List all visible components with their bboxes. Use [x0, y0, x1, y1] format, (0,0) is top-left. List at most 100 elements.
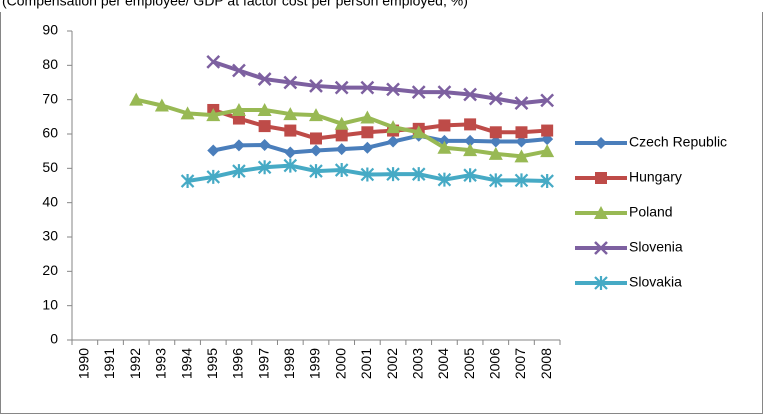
y-tick-label: 10	[42, 296, 58, 312]
x-tick-label: 2001	[358, 348, 374, 379]
top-mask	[0, 0, 764, 12]
x-tick-label: 1997	[255, 348, 271, 379]
marker	[360, 80, 375, 95]
marker	[595, 137, 607, 149]
marker	[411, 167, 426, 182]
y-tick-label: 20	[42, 262, 58, 278]
marker	[310, 132, 322, 145]
marker	[257, 160, 272, 175]
x-tick-label: 2003	[409, 348, 425, 379]
marker	[309, 164, 323, 179]
marker	[437, 172, 452, 187]
x-tick-label: 2000	[332, 348, 348, 379]
marker	[594, 276, 608, 290]
marker	[514, 96, 529, 110]
marker	[361, 141, 374, 154]
marker	[258, 120, 271, 133]
x-tick-label: 1991	[101, 348, 117, 379]
marker	[541, 124, 554, 137]
x-tick-label: 1993	[153, 348, 169, 379]
x-tick-label: 2008	[538, 348, 554, 379]
marker	[232, 164, 246, 179]
legend-item: Czech Republic	[575, 134, 727, 150]
marker	[283, 158, 298, 173]
marker	[411, 125, 426, 139]
legend-item: Slovakia	[575, 274, 682, 290]
x-tick-label: 2004	[435, 348, 451, 379]
legend-label: Slovakia	[629, 274, 682, 290]
marker	[595, 172, 607, 184]
marker	[335, 143, 348, 156]
marker	[232, 139, 245, 152]
marker	[438, 119, 451, 132]
marker	[360, 110, 375, 124]
legend-label: Hungary	[629, 169, 682, 185]
marker	[129, 92, 144, 106]
marker	[283, 75, 298, 90]
marker	[360, 167, 375, 182]
marker	[463, 87, 477, 102]
marker	[386, 167, 400, 182]
marker	[180, 106, 195, 120]
x-tick-label: 2007	[512, 348, 528, 379]
chart-subtitle: (Compensation per employee/ GDP at facto…	[2, 0, 468, 9]
marker	[154, 98, 169, 112]
legend-item: Hungary	[575, 169, 682, 185]
marker	[334, 163, 349, 178]
marker	[206, 169, 221, 184]
x-tick-label: 1990	[76, 348, 92, 379]
marker	[257, 72, 272, 86]
marker	[488, 146, 503, 160]
marker	[514, 149, 529, 163]
marker	[386, 82, 400, 97]
marker	[180, 174, 195, 189]
marker	[309, 108, 323, 122]
marker	[540, 93, 555, 108]
marker	[257, 102, 272, 116]
legend-label: Slovenia	[629, 239, 683, 255]
x-tick-label: 1999	[307, 348, 323, 379]
legend-item: Slovenia	[575, 239, 683, 255]
marker	[540, 144, 555, 158]
x-tick-label: 2006	[486, 348, 502, 379]
marker	[488, 91, 503, 106]
marker	[514, 173, 529, 188]
y-tick-label: 90	[42, 22, 58, 38]
legend-label: Czech Republic	[629, 134, 727, 150]
marker	[515, 126, 528, 139]
marker	[206, 108, 221, 122]
marker	[437, 85, 452, 99]
y-tick-label: 40	[42, 193, 58, 209]
marker	[463, 143, 478, 157]
marker	[207, 144, 220, 157]
marker	[540, 174, 554, 189]
marker	[464, 118, 477, 131]
marker	[515, 135, 528, 148]
marker	[231, 102, 246, 116]
marker	[310, 144, 322, 157]
marker	[463, 168, 477, 183]
legend-label: Poland	[629, 204, 673, 220]
y-tick-label: 70	[42, 90, 58, 106]
y-tick-label: 50	[42, 159, 58, 175]
marker	[594, 206, 608, 219]
marker	[489, 126, 502, 139]
series-line	[212, 60, 548, 106]
x-tick-label: 1998	[281, 348, 297, 379]
x-tick-label: 2005	[461, 348, 477, 379]
x-tick-label: 1992	[127, 348, 143, 379]
marker	[334, 116, 349, 130]
y-tick-label: 60	[42, 125, 58, 141]
marker	[489, 135, 502, 148]
y-tick-label: 0	[50, 331, 58, 347]
marker	[334, 80, 349, 95]
marker	[206, 55, 221, 69]
marker	[387, 135, 400, 148]
marker	[489, 173, 503, 188]
y-tick-label: 30	[42, 228, 58, 244]
marker	[284, 124, 297, 137]
marker	[232, 63, 246, 78]
marker	[437, 140, 452, 154]
marker	[309, 79, 323, 93]
